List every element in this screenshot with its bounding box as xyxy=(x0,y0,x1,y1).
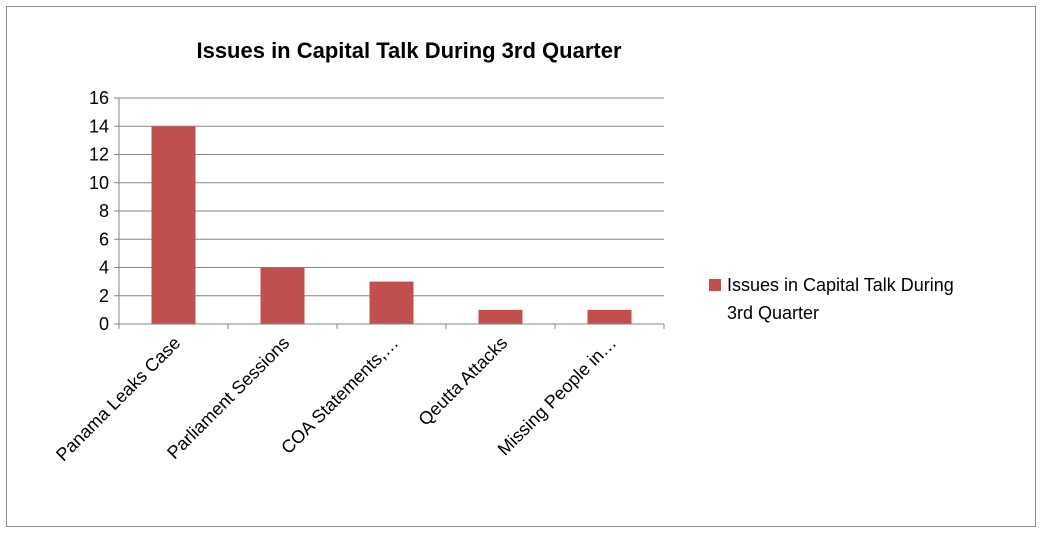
x-tick-label: Qeutta Attacks xyxy=(414,333,511,430)
x-tick-label: Panama Leaks Case xyxy=(52,333,184,465)
y-tick-label: 4 xyxy=(99,258,109,278)
y-tick-label: 12 xyxy=(89,145,109,165)
x-tick-label: COA Statements,… xyxy=(277,333,402,458)
gridlines xyxy=(114,97,664,325)
bar-chart: Issues in Capital Talk During 3rd Quarte… xyxy=(52,38,954,465)
y-tick-label: 8 xyxy=(99,201,109,221)
y-tick-label: 16 xyxy=(89,88,109,108)
bar xyxy=(587,309,632,324)
y-tick-label: 10 xyxy=(89,173,109,193)
bar xyxy=(151,126,196,324)
legend-swatch xyxy=(709,279,721,291)
bar xyxy=(369,281,414,324)
y-tick-label: 6 xyxy=(99,229,109,249)
legend-label-line2: 3rd Quarter xyxy=(727,303,819,323)
y-tick-label: 0 xyxy=(99,314,109,334)
y-tick-labels: 0 2 4 6 8 10 12 14 16 xyxy=(89,88,109,334)
chart-title: Issues in Capital Talk During 3rd Quarte… xyxy=(196,38,621,63)
bar xyxy=(260,267,305,324)
y-tick-label: 14 xyxy=(89,116,109,136)
x-tick-label: Missing People in… xyxy=(494,333,621,460)
chart-frame: Issues in Capital Talk During 3rd Quarte… xyxy=(6,6,1036,527)
axes xyxy=(118,98,664,325)
bar xyxy=(478,309,523,324)
x-tick-label: Parliament Sessions xyxy=(163,333,293,463)
legend: Issues in Capital Talk During 3rd Quarte… xyxy=(709,275,954,323)
legend-label-line1: Issues in Capital Talk During xyxy=(727,275,954,295)
y-tick-label: 2 xyxy=(99,286,109,306)
bars xyxy=(118,126,665,329)
